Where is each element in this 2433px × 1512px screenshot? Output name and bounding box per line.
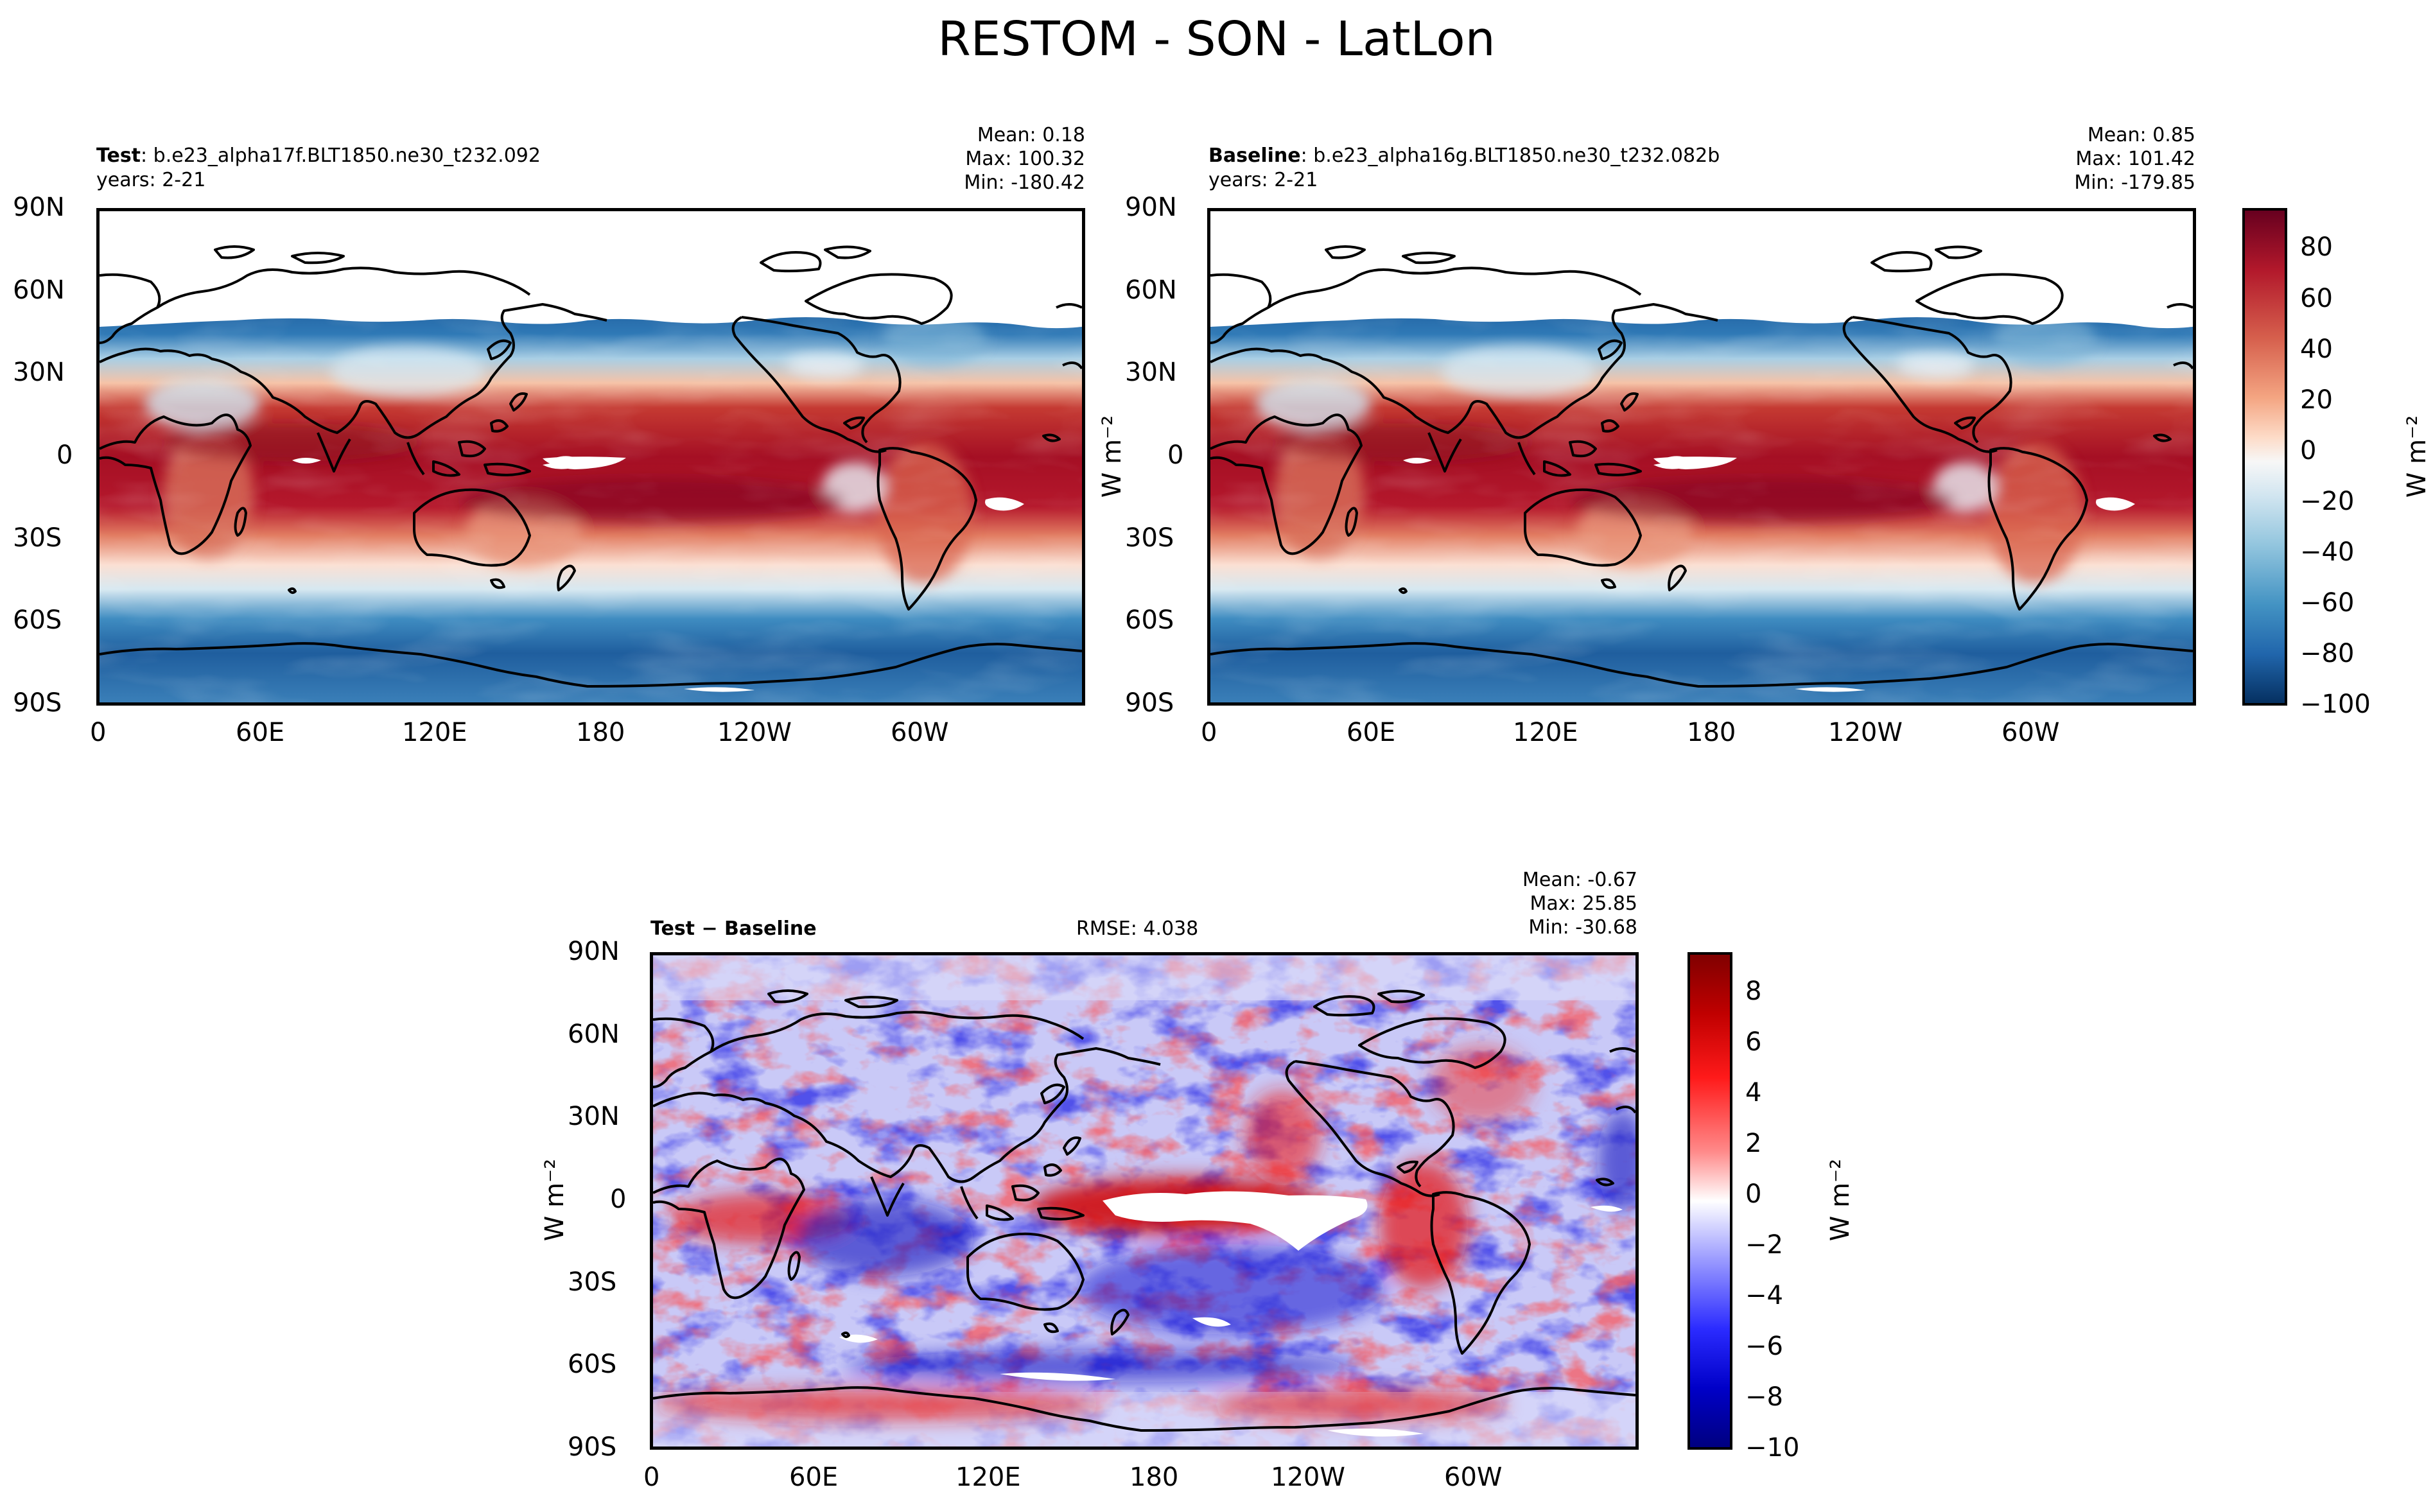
test-ytick: 60N [13,275,65,305]
baseline-ytick: 90N [1125,193,1177,222]
diff-ylabel: W m⁻² [540,1159,570,1241]
top-cbar-tick: −80 [2300,639,2354,668]
test-stat-max: Max: 100.32 [964,147,1085,171]
baseline-ytick: 30N [1125,358,1177,387]
test-ytick: 90N [13,193,65,222]
test-map-svg [100,211,1082,702]
baseline-xtick: 60W [2001,718,2059,747]
bottom-cbar-tick: 6 [1745,1027,1761,1057]
top-cbar-tick: −60 [2300,588,2354,618]
bottom-cbar-tick: 0 [1745,1179,1761,1209]
test-map [96,208,1085,706]
diff-xtick: 120E [955,1463,1021,1492]
test-label-case: : b.e23_alpha17f.BLT1850.ne30_t232.092 [141,144,541,167]
diff-ytick: 30N [568,1102,620,1131]
top-cbar-tick: −40 [2300,537,2354,567]
top-cbar-tick: 20 [2300,385,2333,415]
diff-xtick: 60W [1444,1463,1502,1492]
test-ytick: 30S [13,523,62,553]
baseline-stat-mean: Mean: 0.85 [2074,123,2195,147]
test-ytick: 0 [57,440,73,470]
top-cbar-tick: −20 [2300,487,2354,516]
shared-ylabel: W m⁻² [1097,415,1127,498]
diff-ytick: 60N [568,1020,620,1049]
bottom-cbar-tick: 8 [1745,977,1761,1006]
test-ytick: 30N [13,358,65,387]
diff-stat-mean: Mean: -0.67 [1522,868,1637,892]
diff-stat-max: Max: 25.85 [1522,892,1637,916]
diff-ytick: 90S [568,1432,616,1462]
diff-stats: Mean: -0.67 Max: 25.85 Min: -30.68 [1522,868,1637,939]
diff-ytick: 0 [610,1185,626,1214]
bottom-cbar-tick: −6 [1745,1332,1783,1361]
baseline-ytick: 60S [1125,605,1174,635]
baseline-label-case: : b.e23_alpha16g.BLT1850.ne30_t232.082b [1301,144,1720,167]
top-colorbar-bar [2242,208,2287,706]
test-xtick: 0 [90,718,106,747]
diff-map-svg [653,955,1635,1447]
bottom-cbar-tick: −2 [1745,1230,1783,1260]
diff-ytick: 90N [568,937,620,966]
diff-rmse: RMSE: 4.038 [1076,917,1198,941]
top-cbar-tick: 40 [2300,335,2333,364]
test-xtick: 120E [402,718,467,747]
baseline-ytick: 90S [1125,688,1174,718]
test-ytick: 60S [13,605,62,635]
test-stat-mean: Mean: 0.18 [964,123,1085,147]
test-xtick: 60E [236,718,284,747]
baseline-label: Baseline: b.e23_alpha16g.BLT1850.ne30_t2… [1208,144,1720,168]
diff-xtick: 120W [1271,1463,1345,1492]
bottom-cbar-tick: −4 [1745,1281,1783,1310]
top-colorbar-label: W m⁻² [2402,415,2432,498]
test-label-bold: Test [96,144,141,167]
baseline-ytick: 0 [1167,440,1183,470]
test-xtick: 120W [717,718,792,747]
diff-ytick: 60S [568,1350,616,1379]
diff-map [650,952,1639,1450]
baseline-years: years: 2-21 [1208,168,1318,193]
top-cbar-tick: 80 [2300,232,2333,262]
baseline-xtick: 120E [1513,718,1578,747]
top-cbar-tick: 60 [2300,284,2333,313]
baseline-label-bold: Baseline [1208,144,1301,167]
diff-label: Test − Baseline [650,917,817,941]
figure-title: RESTOM - SON - LatLon [0,12,2433,67]
top-colorbar-svg [2245,211,2285,703]
bottom-colorbar-svg [1690,955,1730,1447]
baseline-xtick: 120W [1828,718,1903,747]
test-ytick: 90S [13,688,62,718]
baseline-stats: Mean: 0.85 Max: 101.42 Min: -179.85 [2074,123,2195,195]
baseline-ytick: 60N [1125,275,1177,305]
diff-xtick: 180 [1129,1463,1178,1492]
bottom-colorbar-label: W m⁻² [1826,1159,1855,1241]
baseline-stat-max: Max: 101.42 [2074,147,2195,171]
baseline-map [1207,208,2196,706]
top-cbar-tick: 0 [2300,436,2316,465]
bottom-cbar-tick: −8 [1745,1382,1783,1412]
diff-xtick: 60E [789,1463,838,1492]
bottom-cbar-tick: 2 [1745,1129,1761,1158]
test-xtick: 180 [576,718,625,747]
baseline-ytick: 30S [1125,523,1174,553]
test-label: Test: b.e23_alpha17f.BLT1850.ne30_t232.0… [96,144,541,168]
baseline-map-svg [1210,211,2193,702]
diff-xtick: 0 [643,1463,659,1492]
baseline-xtick: 180 [1687,718,1736,747]
bottom-cbar-tick: 4 [1745,1078,1761,1108]
test-stat-min: Min: -180.42 [964,171,1085,195]
test-xtick: 60W [891,718,948,747]
diff-ytick: 30S [568,1267,616,1297]
baseline-xtick: 0 [1201,718,1217,747]
baseline-xtick: 60E [1347,718,1395,747]
bottom-cbar-tick: −10 [1745,1433,1799,1463]
top-cbar-tick: −100 [2300,690,2371,719]
diff-stat-min: Min: -30.68 [1522,916,1637,939]
test-years: years: 2-21 [96,168,205,193]
baseline-stat-min: Min: -179.85 [2074,171,2195,195]
bottom-colorbar-bar [1687,952,1732,1450]
test-stats: Mean: 0.18 Max: 100.32 Min: -180.42 [964,123,1085,195]
